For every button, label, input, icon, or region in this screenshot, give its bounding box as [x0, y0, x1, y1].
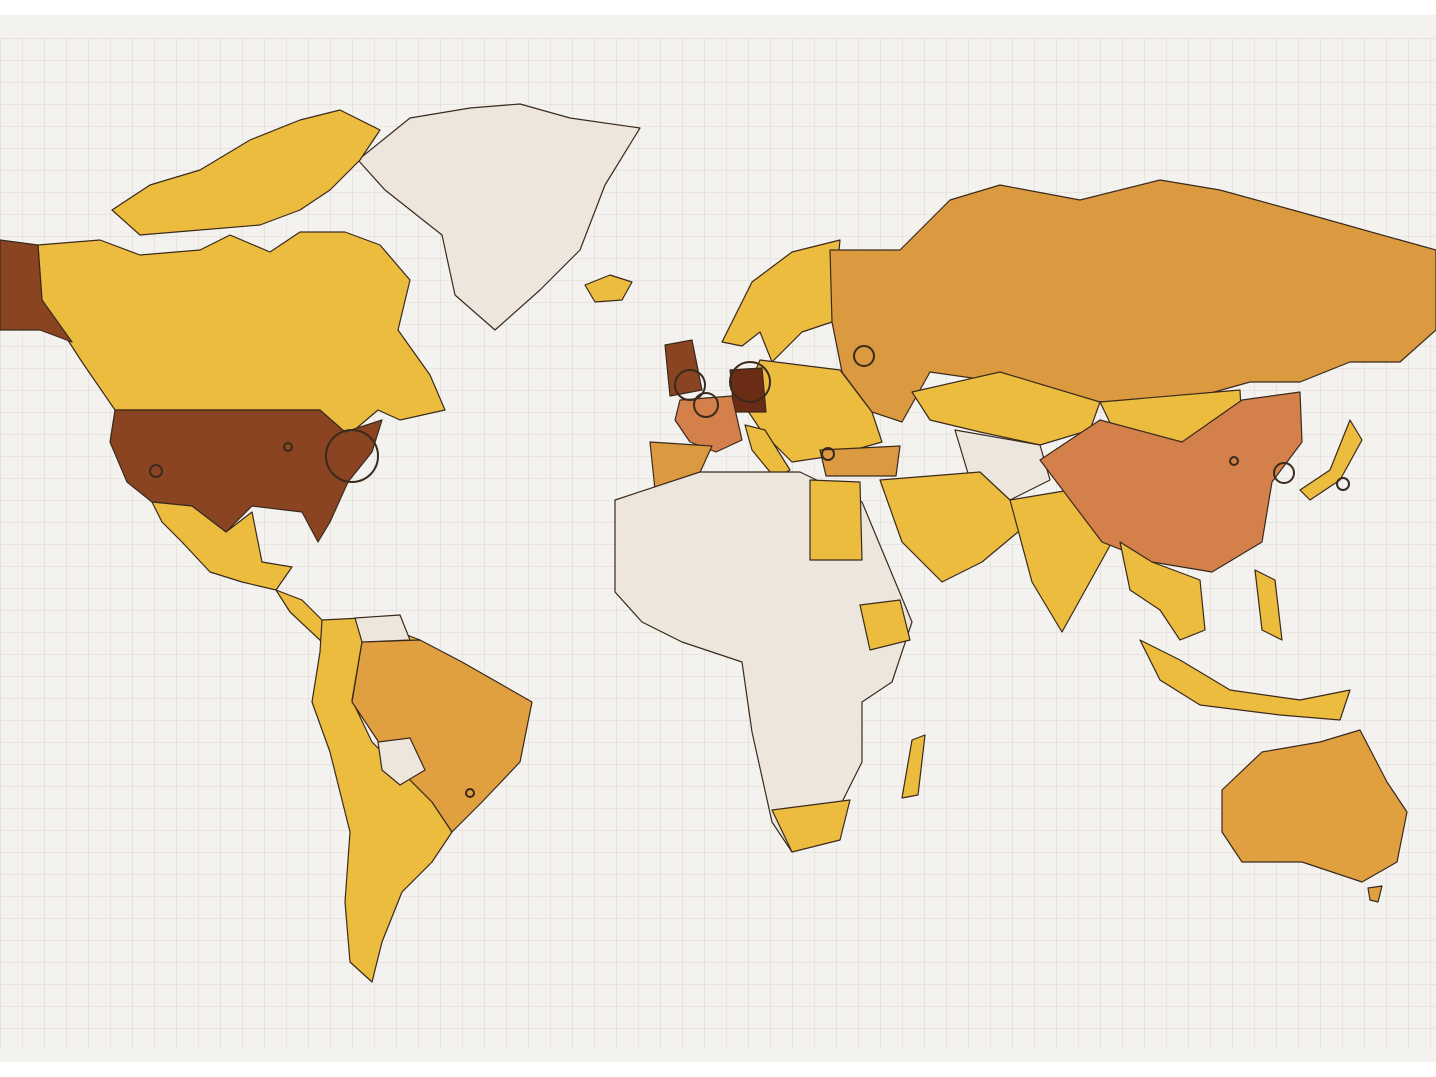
japan	[1299, 419, 1363, 501]
turkey	[819, 445, 901, 477]
marker	[821, 447, 835, 461]
mexico	[151, 501, 293, 591]
middle-east	[879, 471, 1031, 583]
india	[1009, 489, 1113, 633]
south-africa	[771, 799, 851, 853]
united-kingdom	[664, 339, 703, 397]
marker	[674, 369, 706, 401]
egypt	[809, 479, 863, 561]
ethiopia	[859, 599, 911, 651]
southeast-asia	[1119, 541, 1206, 641]
countries	[0, 103, 1436, 983]
madagascar	[901, 734, 926, 799]
united-states	[109, 409, 383, 543]
city-markers	[149, 345, 1350, 798]
marker	[325, 429, 379, 483]
russia	[829, 179, 1436, 423]
marker	[1273, 462, 1295, 484]
marker	[729, 361, 771, 403]
greenland	[357, 103, 641, 331]
marker	[465, 788, 475, 798]
iceland	[584, 274, 633, 303]
marker	[149, 464, 163, 478]
marker	[853, 345, 875, 367]
marker	[1229, 456, 1239, 466]
tasmania	[1367, 885, 1383, 903]
marker	[283, 442, 293, 452]
australia	[1221, 729, 1408, 883]
guianas	[354, 614, 411, 643]
france	[674, 395, 743, 453]
philippines	[1254, 569, 1283, 641]
brazil	[351, 639, 533, 833]
kazakhstan	[911, 371, 1101, 446]
alaska	[0, 239, 73, 343]
germany	[729, 367, 767, 413]
marker	[1336, 477, 1350, 491]
arctic-islands	[111, 109, 381, 236]
indonesia	[1139, 639, 1351, 721]
bolivia	[377, 737, 426, 786]
marker	[693, 392, 719, 418]
scandinavia	[721, 239, 841, 363]
